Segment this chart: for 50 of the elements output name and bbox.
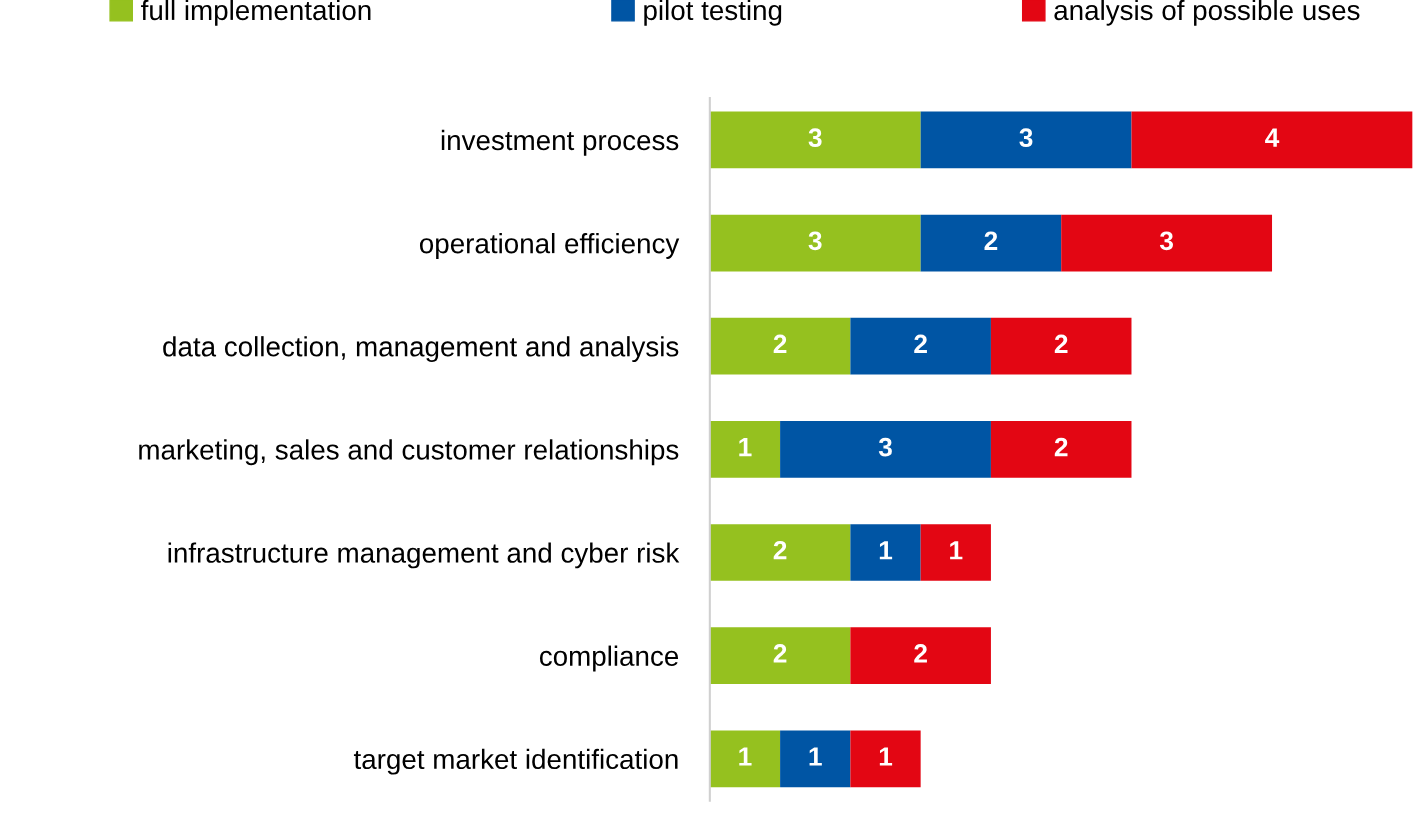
y-tick-label: operational efficiency bbox=[419, 233, 680, 259]
bar bbox=[850, 627, 991, 684]
data-label: 2 bbox=[984, 231, 998, 250]
bar bbox=[920, 214, 1062, 272]
bar bbox=[780, 420, 991, 478]
bar bbox=[709, 111, 921, 169]
data-label: 3 bbox=[878, 437, 892, 457]
y-tick-label: investment process bbox=[441, 129, 679, 156]
bar bbox=[709, 627, 851, 684]
bar bbox=[709, 420, 781, 478]
data-label: 3 bbox=[1019, 128, 1033, 148]
data-label: 3 bbox=[808, 128, 822, 148]
data-label: 1 bbox=[809, 747, 822, 766]
data-label: 1 bbox=[739, 438, 752, 457]
bar bbox=[780, 730, 851, 788]
bar bbox=[990, 420, 1132, 478]
legend-label: full implementation bbox=[141, 0, 371, 26]
y-tick-label: data collection, management and analysis bbox=[163, 336, 679, 363]
bar bbox=[709, 317, 851, 375]
bar bbox=[709, 524, 851, 581]
bar bbox=[1061, 214, 1273, 272]
data-label: 3 bbox=[1159, 231, 1174, 251]
data-label: 2 bbox=[914, 334, 927, 354]
bar bbox=[850, 317, 991, 375]
data-label: 2 bbox=[773, 540, 787, 560]
bar bbox=[850, 524, 921, 581]
data-label: 1 bbox=[739, 747, 752, 766]
bar bbox=[709, 214, 921, 272]
data-label: 4 bbox=[1265, 128, 1280, 147]
legend-label: pilot testing bbox=[644, 0, 782, 26]
data-label: 1 bbox=[879, 747, 893, 766]
bar bbox=[920, 111, 1132, 169]
data-label: 2 bbox=[773, 644, 787, 663]
y-tick-label: infrastructure management and cyber risk bbox=[168, 542, 680, 569]
y-tick-label: marketing, sales and customer relationships bbox=[139, 439, 679, 466]
data-label: 2 bbox=[1054, 334, 1068, 354]
bar bbox=[1131, 111, 1413, 169]
data-label: 2 bbox=[914, 644, 927, 663]
bar bbox=[920, 524, 991, 581]
data-label: 2 bbox=[1054, 437, 1068, 457]
bar bbox=[850, 730, 921, 788]
data-label: 2 bbox=[773, 334, 787, 354]
data-label: 1 bbox=[879, 541, 893, 560]
y-tick-label: target market identification bbox=[353, 748, 678, 775]
bar bbox=[990, 317, 1132, 375]
y-tick-label: compliance bbox=[539, 645, 679, 672]
bar bbox=[709, 730, 781, 788]
data-label: 1 bbox=[950, 541, 963, 560]
data-label: 3 bbox=[808, 231, 822, 251]
legend-label: analysis of possible uses bbox=[1054, 0, 1360, 26]
